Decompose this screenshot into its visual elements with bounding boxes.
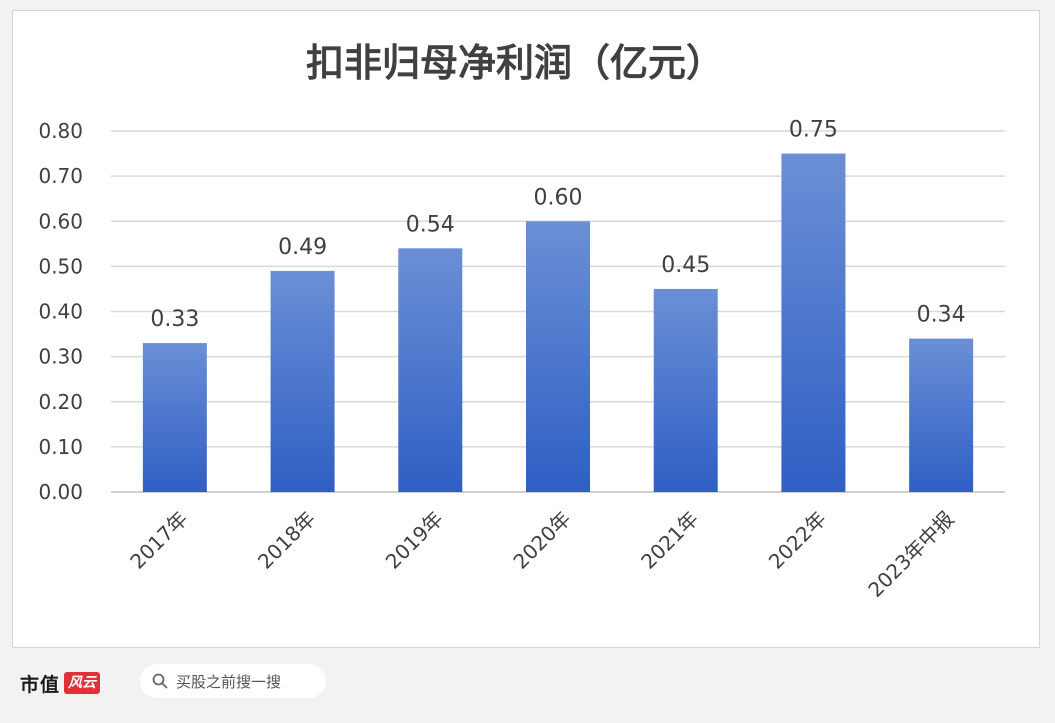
data-label: 0.49 — [278, 235, 327, 260]
x-tick-label: 2022年 — [764, 507, 831, 574]
x-tick-label: 2023年中报 — [863, 507, 958, 602]
brand-text: 市值 — [20, 673, 61, 696]
brand-logo[interactable]: 市值 风云 — [20, 668, 101, 698]
search-box[interactable]: 买股之前搜一搜 — [140, 664, 326, 698]
y-tick-label: 0.10 — [38, 435, 83, 459]
y-axis-ticks: 0.00 0.10 0.20 0.30 0.40 0.50 0.60 0.70 0.80 — [38, 119, 83, 504]
x-tick-label: 2019年 — [381, 507, 448, 574]
bar — [781, 153, 846, 492]
data-label: 0.54 — [406, 212, 455, 237]
x-axis-ticks: 2017年 2018年 2019年 2020年 2021年 2022年 2023年中报 — [125, 507, 958, 602]
x-tick-label: 2020年 — [508, 507, 575, 574]
y-tick-label: 0.60 — [38, 209, 83, 233]
bar — [526, 221, 590, 492]
data-label: 0.75 — [789, 118, 838, 143]
data-label: 0.33 — [150, 307, 199, 332]
bars — [142, 153, 974, 492]
footer-bar: 市值 风云 买股之前搜一搜 — [0, 652, 1055, 723]
bar — [909, 338, 974, 492]
data-label: 0.45 — [661, 253, 710, 278]
brand-badge: 风云 — [64, 672, 101, 694]
y-tick-label: 0.70 — [38, 164, 83, 188]
data-label: 0.60 — [534, 185, 583, 210]
y-tick-label: 0.00 — [38, 480, 83, 504]
bar — [142, 343, 207, 492]
y-tick-label: 0.50 — [38, 254, 83, 278]
bar — [653, 288, 718, 492]
y-tick-label: 0.20 — [38, 390, 83, 414]
x-tick-label: 2021年 — [636, 507, 703, 574]
y-tick-label: 0.30 — [38, 345, 83, 369]
data-labels: 0.33 0.49 0.54 0.60 0.45 0.75 0.34 — [150, 118, 965, 333]
search-placeholder: 买股之前搜一搜 — [176, 672, 282, 691]
bar-chart: 扣非归母净利润（亿元） 0.00 0.10 0.20 0.30 0.40 0.50 0.60… — [38, 41, 1005, 602]
x-tick-label: 2018年 — [253, 507, 320, 574]
bar — [270, 270, 335, 492]
chart-card: 扣非归母净利润（亿元） 0.00 0.10 0.20 0.30 0.40 0.50 0.60… — [12, 10, 1040, 648]
y-tick-label: 0.40 — [38, 300, 83, 324]
y-tick-label: 0.80 — [38, 119, 83, 143]
bar — [398, 248, 463, 492]
search-icon — [152, 673, 168, 689]
data-label: 0.34 — [917, 303, 966, 328]
x-tick-label: 2017年 — [125, 507, 192, 574]
chart-title: 扣非归母净利润（亿元） — [306, 41, 724, 85]
